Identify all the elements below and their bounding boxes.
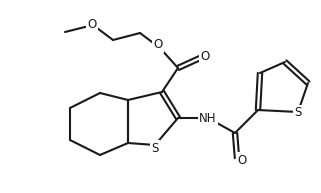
Text: O: O — [200, 49, 210, 63]
Text: O: O — [153, 38, 163, 52]
Text: NH: NH — [199, 112, 217, 124]
Text: O: O — [87, 18, 97, 30]
Text: S: S — [294, 107, 302, 119]
Text: O: O — [237, 153, 247, 167]
Text: S: S — [151, 141, 159, 155]
